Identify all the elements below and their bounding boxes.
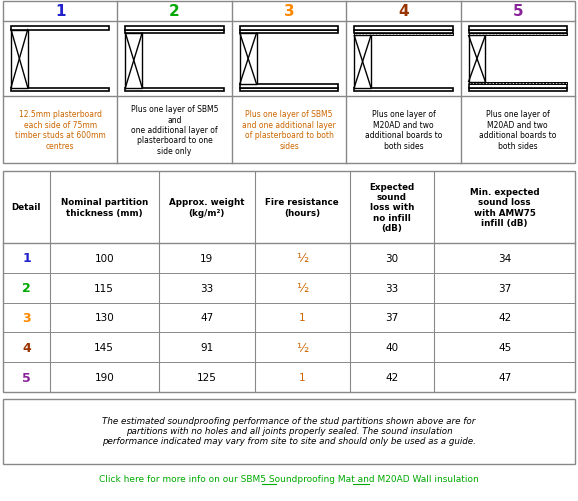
Bar — [3, 2, 575, 164]
Text: 33: 33 — [200, 283, 213, 293]
Text: Plus one layer of
M20AD and two
additional boards to
both sides: Plus one layer of M20AD and two addition… — [479, 110, 557, 150]
Text: 37: 37 — [498, 283, 512, 293]
Text: 115: 115 — [94, 283, 114, 293]
Bar — [354, 27, 453, 31]
Text: 34: 34 — [498, 254, 512, 264]
Text: Detail: Detail — [12, 203, 41, 212]
Text: 190: 190 — [94, 372, 114, 382]
Text: 12.5mm plasterboard
each side of 75mm
timber studs at 600mm
centres: 12.5mm plasterboard each side of 75mm ti… — [15, 110, 106, 150]
Bar — [354, 34, 453, 37]
Bar — [469, 37, 486, 82]
Bar — [240, 31, 338, 34]
Text: 1: 1 — [299, 372, 305, 382]
Bar — [125, 31, 224, 34]
Text: Expected
sound
loss with
no infill
(dB): Expected sound loss with no infill (dB) — [369, 182, 414, 233]
Text: Plus one layer of SBM5
and one additional layer
of plasterboard to both
sides: Plus one layer of SBM5 and one additiona… — [242, 110, 336, 150]
Bar — [469, 34, 567, 37]
Text: 1: 1 — [55, 5, 65, 20]
Text: Fire resistance
(hours): Fire resistance (hours) — [265, 198, 339, 217]
Text: Approx. weight
(kg/m²): Approx. weight (kg/m²) — [169, 198, 244, 217]
Text: Click here for more info on our SBM5 Soundproofing Mat and M20AD Wall insulation: Click here for more info on our SBM5 Sou… — [99, 474, 479, 483]
Bar — [469, 88, 567, 92]
Text: ½: ½ — [296, 282, 308, 295]
Bar — [354, 88, 453, 92]
Text: 1: 1 — [22, 252, 31, 265]
Bar — [3, 172, 575, 392]
Bar — [469, 85, 567, 88]
Text: 2: 2 — [169, 5, 180, 20]
Text: 3: 3 — [22, 312, 31, 324]
Bar — [240, 27, 338, 31]
Bar — [11, 31, 28, 88]
Text: 125: 125 — [197, 372, 217, 382]
Text: 4: 4 — [398, 5, 409, 20]
Text: The estimated soundproofing performance of the stud partitions shown above are f: The estimated soundproofing performance … — [102, 416, 476, 445]
Text: 130: 130 — [94, 313, 114, 323]
Text: 45: 45 — [498, 343, 512, 353]
Text: ½: ½ — [296, 341, 308, 354]
Text: 1: 1 — [299, 313, 305, 323]
Text: 42: 42 — [498, 313, 512, 323]
Bar — [11, 27, 109, 31]
Bar — [3, 399, 575, 464]
Text: 2: 2 — [22, 282, 31, 295]
Text: ½: ½ — [296, 252, 308, 265]
Text: 30: 30 — [386, 254, 398, 264]
Bar — [354, 31, 453, 34]
Text: 19: 19 — [200, 254, 213, 264]
Text: 40: 40 — [386, 343, 398, 353]
Text: 91: 91 — [200, 343, 213, 353]
Text: 5: 5 — [22, 371, 31, 384]
Bar — [11, 88, 109, 92]
Text: 100: 100 — [94, 254, 114, 264]
Bar — [469, 27, 567, 31]
Text: 37: 37 — [386, 313, 399, 323]
Text: 42: 42 — [386, 372, 399, 382]
Text: Min. expected
sound loss
with AMW75
infill (dB): Min. expected sound loss with AMW75 infi… — [470, 187, 539, 227]
Text: 3: 3 — [284, 5, 294, 20]
Text: 47: 47 — [498, 372, 512, 382]
Text: Plus one layer of SBM5
and
one additional layer of
plasterboard to one
side only: Plus one layer of SBM5 and one additiona… — [131, 105, 218, 155]
Bar — [469, 82, 567, 85]
Bar — [354, 37, 371, 88]
Text: Plus one layer of
M20AD and two
additional boards to
both sides: Plus one layer of M20AD and two addition… — [365, 110, 442, 150]
Text: 5: 5 — [513, 5, 523, 20]
Text: 4: 4 — [22, 341, 31, 354]
Bar — [240, 88, 338, 92]
Text: 33: 33 — [386, 283, 399, 293]
Bar — [125, 88, 224, 92]
Text: 145: 145 — [94, 343, 114, 353]
Bar — [125, 27, 224, 31]
Bar — [125, 34, 142, 88]
Bar — [240, 34, 257, 85]
Text: 47: 47 — [200, 313, 213, 323]
Bar — [469, 31, 567, 34]
Bar — [240, 85, 338, 88]
Text: Nominal partition
thickness (mm): Nominal partition thickness (mm) — [61, 198, 148, 217]
